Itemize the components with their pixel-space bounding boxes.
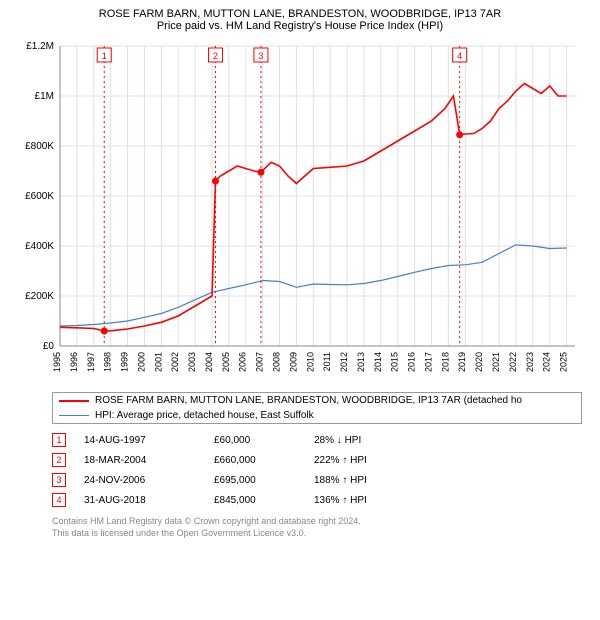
chart-svg: £0 £200K £400K £600K £800K £1M £1.2M 1995 1996 19… <box>12 36 588 386</box>
svg-text:£400K: £400K <box>25 241 54 252</box>
svg-text:2005: 2005 <box>221 352 231 372</box>
marker-dot-4 <box>456 131 463 138</box>
chart: £0 £200K £400K £600K £800K £1M £1.2M 1995 1996 19… <box>12 36 588 386</box>
note-marker: 4 <box>52 493 66 507</box>
svg-text:2013: 2013 <box>356 352 366 372</box>
note-price: £60,000 <box>214 435 314 446</box>
note-price: £845,000 <box>214 495 314 506</box>
note-row: 4 31-AUG-2018£845,000136% ↑ HPI <box>52 490 582 510</box>
note-date: 18-MAR-2004 <box>84 455 214 466</box>
svg-text:2010: 2010 <box>305 352 315 372</box>
legend-label: HPI: Average price, detached house, East… <box>95 410 314 421</box>
note-marker: 2 <box>52 453 66 467</box>
svg-text:2015: 2015 <box>390 352 400 372</box>
note-pct: 188% ↑ HPI <box>314 475 414 486</box>
svg-text:1995: 1995 <box>52 352 62 372</box>
svg-text:2006: 2006 <box>238 352 248 372</box>
footer-line-1: Contains HM Land Registry data © Crown c… <box>52 516 588 528</box>
svg-text:£1M: £1M <box>35 91 54 102</box>
svg-text:1999: 1999 <box>120 352 130 372</box>
svg-text:2017: 2017 <box>423 352 433 372</box>
svg-text:2003: 2003 <box>187 352 197 372</box>
svg-text:2001: 2001 <box>153 352 163 372</box>
svg-text:4: 4 <box>457 51 462 61</box>
svg-text:2020: 2020 <box>474 352 484 372</box>
svg-text:3: 3 <box>258 51 263 61</box>
svg-text:£0: £0 <box>43 341 55 352</box>
legend-swatch <box>59 400 89 402</box>
svg-text:2022: 2022 <box>508 352 518 372</box>
svg-text:2019: 2019 <box>457 352 467 372</box>
note-price: £660,000 <box>214 455 314 466</box>
svg-text:2: 2 <box>213 51 218 61</box>
svg-text:£600K: £600K <box>25 191 54 202</box>
svg-text:1996: 1996 <box>69 352 79 372</box>
note-row: 3 24-NOV-2006£695,000188% ↑ HPI <box>52 470 582 490</box>
svg-text:2000: 2000 <box>136 352 146 372</box>
chart-container: ROSE FARM BARN, MUTTON LANE, BRANDESTON,… <box>0 0 600 547</box>
note-row: 1 14-AUG-1997£60,00028% ↓ HPI <box>52 430 582 450</box>
svg-text:2021: 2021 <box>491 352 501 372</box>
svg-text:2002: 2002 <box>170 352 180 372</box>
note-price: £695,000 <box>214 475 314 486</box>
note-pct: 136% ↑ HPI <box>314 495 414 506</box>
svg-text:£800K: £800K <box>25 141 54 152</box>
svg-text:2025: 2025 <box>559 352 569 372</box>
legend-item: ROSE FARM BARN, MUTTON LANE, BRANDESTON,… <box>53 393 581 408</box>
svg-text:2016: 2016 <box>407 352 417 372</box>
note-pct: 28% ↓ HPI <box>314 435 414 446</box>
note-date: 24-NOV-2006 <box>84 475 214 486</box>
svg-text:1997: 1997 <box>86 352 96 372</box>
note-pct: 222% ↑ HPI <box>314 455 414 466</box>
footer-line-2: This data is licensed under the Open Gov… <box>52 528 588 540</box>
svg-text:2024: 2024 <box>542 352 552 372</box>
note-date: 14-AUG-1997 <box>84 435 214 446</box>
note-marker: 3 <box>52 473 66 487</box>
svg-text:2018: 2018 <box>440 352 450 372</box>
svg-text:£1.2M: £1.2M <box>26 41 54 52</box>
svg-text:2012: 2012 <box>339 352 349 372</box>
svg-text:2004: 2004 <box>204 352 214 372</box>
svg-text:2007: 2007 <box>255 352 265 372</box>
legend: ROSE FARM BARN, MUTTON LANE, BRANDESTON,… <box>52 392 582 424</box>
title-line-1: ROSE FARM BARN, MUTTON LANE, BRANDESTON,… <box>12 8 588 20</box>
legend-label: ROSE FARM BARN, MUTTON LANE, BRANDESTON,… <box>95 395 522 406</box>
svg-text:2014: 2014 <box>373 352 383 372</box>
legend-item: HPI: Average price, detached house, East… <box>53 408 581 423</box>
sale-notes: 1 14-AUG-1997£60,00028% ↓ HPI 2 18-MAR-2004… <box>52 430 582 510</box>
svg-text:1998: 1998 <box>103 352 113 372</box>
legend-swatch <box>59 415 89 416</box>
note-row: 2 18-MAR-2004£660,000222% ↑ HPI <box>52 450 582 470</box>
svg-text:2009: 2009 <box>288 352 298 372</box>
marker-dot-1 <box>101 328 108 335</box>
note-marker: 1 <box>52 433 66 447</box>
title-block: ROSE FARM BARN, MUTTON LANE, BRANDESTON,… <box>12 8 588 32</box>
svg-text:£200K: £200K <box>25 291 54 302</box>
marker-dot-2 <box>212 178 219 185</box>
svg-text:2023: 2023 <box>525 352 535 372</box>
marker-dot-3 <box>257 169 264 176</box>
svg-text:2008: 2008 <box>272 352 282 372</box>
note-date: 31-AUG-2018 <box>84 495 214 506</box>
title-line-2: Price paid vs. HM Land Registry's House … <box>12 20 588 32</box>
svg-text:2011: 2011 <box>322 352 332 371</box>
footer: Contains HM Land Registry data © Crown c… <box>52 516 588 539</box>
svg-text:1: 1 <box>102 51 107 61</box>
